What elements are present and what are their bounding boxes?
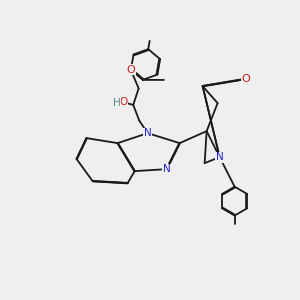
Text: N: N <box>144 128 152 138</box>
Text: O: O <box>127 65 135 75</box>
Text: H: H <box>113 98 121 107</box>
Text: N: N <box>163 164 170 174</box>
Text: O: O <box>242 74 250 84</box>
Text: N: N <box>216 152 224 162</box>
Text: O: O <box>119 97 128 107</box>
